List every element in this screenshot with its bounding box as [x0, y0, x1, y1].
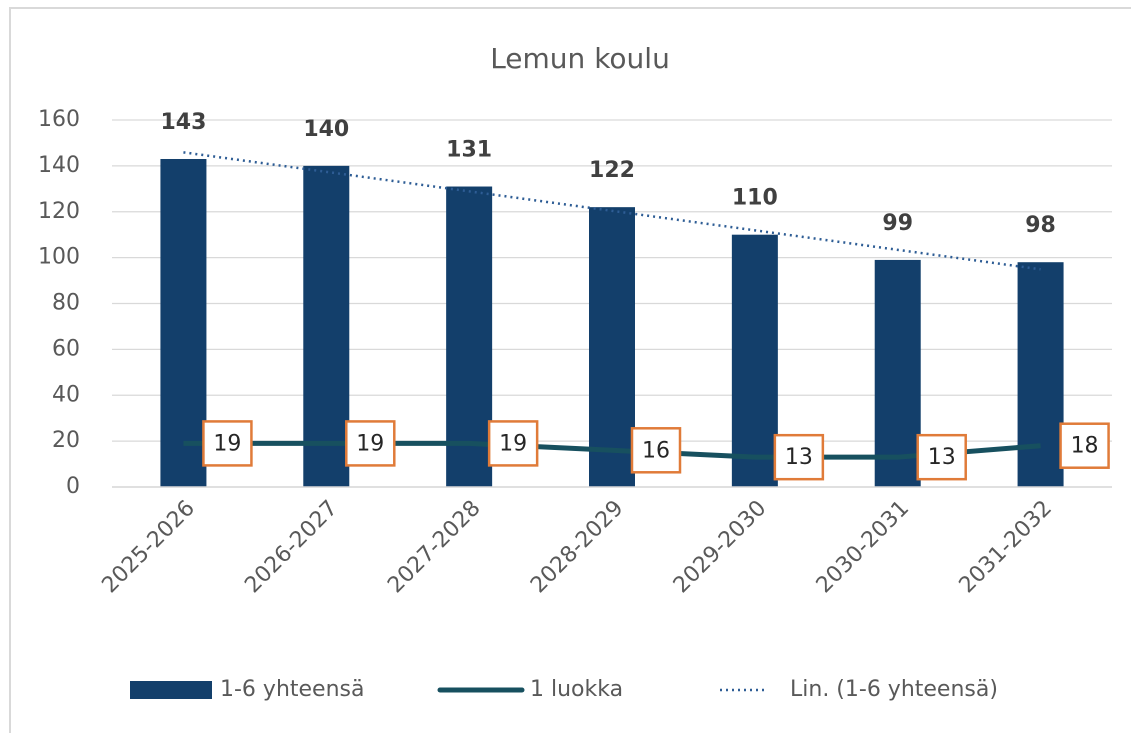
bar: [1017, 262, 1064, 487]
legend-label: 1-6 yhteensä: [220, 677, 364, 702]
y-tick-label: 60: [52, 336, 80, 361]
bar-value-label: 98: [1025, 213, 1056, 238]
line-value-label: 19: [213, 431, 241, 456]
bar-value-label: 110: [732, 186, 778, 211]
line: [183, 440, 1041, 460]
y-tick-label: 160: [38, 107, 80, 132]
data-label-box: [1059, 422, 1110, 469]
chart-title: Lemun koulu: [490, 42, 670, 75]
legend-swatch: [130, 681, 212, 699]
line-value-label: 13: [928, 445, 956, 470]
x-tick-label: 2028-2029: [526, 496, 628, 598]
y-tick-label: 140: [38, 153, 80, 178]
data-label-box: [630, 427, 682, 474]
y-tick-label: 40: [52, 382, 80, 407]
y-tick-label: 80: [52, 291, 80, 316]
legend-label: Lin. (1-6 yhteensä): [790, 677, 998, 702]
bar: [160, 158, 207, 487]
data-label-box: [487, 420, 539, 467]
x-tick-label: 2025-2026: [97, 496, 199, 598]
legend-label: 1 luokka: [530, 677, 623, 702]
x-tick-label: 2026-2027: [240, 496, 342, 598]
bar: [731, 234, 778, 487]
bar: [589, 207, 635, 487]
bar-value-label: 131: [446, 138, 492, 163]
y-tick-label: 120: [38, 199, 80, 224]
line-value-label: 18: [1071, 434, 1099, 459]
line-value-label: 19: [356, 431, 384, 456]
bar: [303, 165, 350, 487]
x-tick-label: 2031-2032: [955, 496, 1057, 598]
bar-value-label: 143: [160, 110, 206, 135]
x-tick-label: 2030-2031: [812, 496, 914, 598]
bar-value-label: 140: [303, 117, 349, 142]
x-tick-label: 2029-2030: [669, 496, 771, 598]
y-tick-label: 0: [66, 474, 80, 499]
bar-value-label: 122: [589, 158, 635, 183]
y-tick-label: 100: [38, 245, 80, 270]
line-value-label: 19: [499, 431, 527, 456]
bar-value-label: 99: [882, 211, 913, 236]
data-label-box: [345, 420, 396, 467]
y-tick-label: 20: [52, 428, 80, 453]
data-label-box: [773, 433, 825, 481]
data-label-box: [202, 420, 253, 467]
data-label-box: [916, 433, 967, 481]
bar: [874, 259, 921, 487]
x-tick-label: 2027-2028: [383, 496, 485, 598]
chart-border: [9, 7, 1131, 737]
trendline: [183, 151, 1041, 271]
bar: [446, 186, 493, 488]
line-value-label: 16: [642, 438, 670, 463]
line-value-label: 13: [785, 445, 813, 470]
